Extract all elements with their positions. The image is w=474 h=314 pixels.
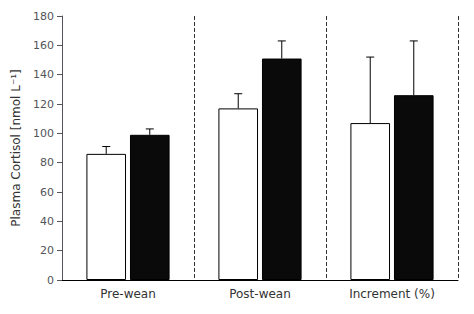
svg-text:80: 80 [40, 156, 54, 169]
svg-text:60: 60 [40, 186, 54, 199]
svg-text:Plasma Cortisol [nmol L⁻¹]: Plasma Cortisol [nmol L⁻¹] [9, 69, 23, 226]
svg-text:0: 0 [47, 274, 54, 287]
svg-text:Pre-wean: Pre-wean [100, 287, 156, 301]
svg-text:20: 20 [40, 244, 54, 257]
svg-text:100: 100 [33, 127, 54, 140]
svg-text:Post-wean: Post-wean [229, 287, 291, 301]
svg-text:160: 160 [33, 39, 54, 52]
svg-text:120: 120 [33, 98, 54, 111]
svg-text:40: 40 [40, 215, 54, 228]
svg-text:Increment (%): Increment (%) [349, 287, 435, 301]
svg-text:140: 140 [33, 68, 54, 81]
svg-text:180: 180 [33, 10, 54, 23]
